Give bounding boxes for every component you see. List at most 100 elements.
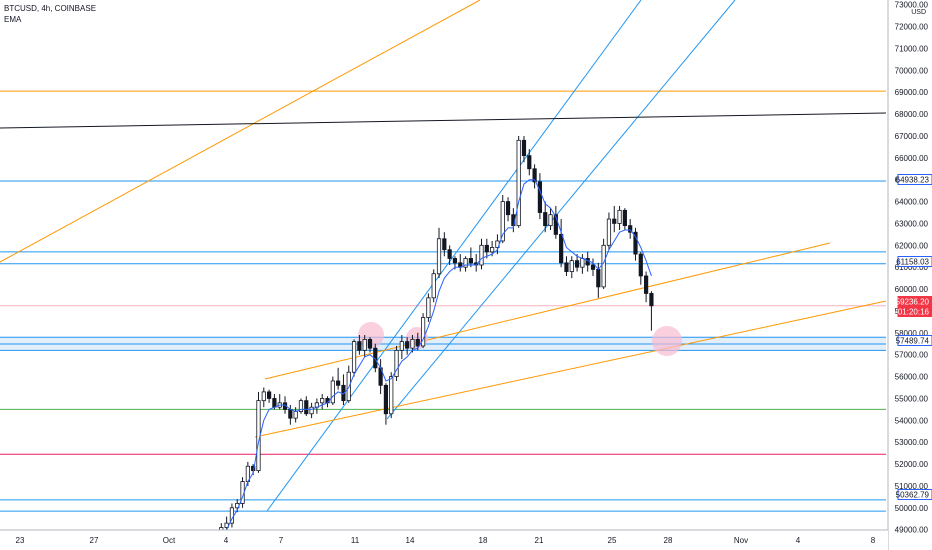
price-tag[interactable]: [897, 335, 932, 346]
candle-down[interactable]: [447, 249, 452, 259]
candle-up[interactable]: [394, 349, 399, 377]
ema-line[interactable]: [216, 179, 652, 550]
candle-down[interactable]: [596, 268, 601, 288]
candle-down[interactable]: [622, 209, 627, 227]
price-tag[interactable]: [897, 489, 932, 500]
y-tick-label: 67000.00: [895, 132, 929, 141]
candle-down[interactable]: [288, 408, 293, 419]
candle-up[interactable]: [500, 201, 505, 242]
price-tag-label: 64938.23: [896, 176, 930, 185]
candle-up[interactable]: [320, 398, 325, 404]
y-tick-label: 60000.00: [895, 285, 929, 294]
candle-down[interactable]: [521, 139, 527, 157]
x-tick-label: 7: [279, 536, 284, 545]
candle-down[interactable]: [367, 338, 373, 349]
candle-up[interactable]: [516, 139, 521, 227]
highlight-circle: [652, 326, 682, 356]
y-tick-label: 56000.00: [895, 373, 929, 382]
candle-up[interactable]: [330, 380, 335, 404]
candle-down[interactable]: [442, 238, 447, 251]
candle-down[interactable]: [383, 384, 389, 415]
candle-down[interactable]: [590, 264, 596, 270]
x-tick-label: 23: [16, 536, 25, 545]
candle-up[interactable]: [479, 244, 484, 266]
candle-up[interactable]: [569, 260, 574, 272]
candle-down[interactable]: [649, 293, 654, 307]
price-tag[interactable]: [897, 306, 932, 317]
candle-up[interactable]: [298, 400, 304, 412]
candle-down[interactable]: [628, 225, 633, 233]
price-tag-label: 57489.74: [896, 337, 930, 346]
candle-down[interactable]: [527, 155, 532, 170]
y-tick-label: 62000.00: [895, 241, 929, 250]
candle-down[interactable]: [336, 380, 341, 386]
x-tick-label: 18: [479, 536, 488, 545]
candle-up[interactable]: [580, 258, 585, 268]
trend-line[interactable]: [386, 0, 736, 420]
candle-down[interactable]: [564, 262, 569, 272]
symbol-label[interactable]: BTCUSD, 4h, COINBASE: [4, 4, 97, 13]
candle-down[interactable]: [543, 212, 548, 227]
x-tick-label: 28: [664, 536, 673, 545]
trend-line[interactable]: [254, 300, 887, 438]
price-tag[interactable]: [897, 256, 932, 267]
candle-up[interactable]: [389, 376, 394, 415]
candle-down[interactable]: [266, 391, 272, 399]
candle-up[interactable]: [490, 247, 495, 253]
candle-down[interactable]: [415, 338, 420, 347]
candle-down[interactable]: [559, 233, 564, 264]
candle-down[interactable]: [532, 168, 537, 183]
candle-up[interactable]: [463, 258, 468, 268]
trend-line[interactable]: [0, 0, 481, 263]
price-tag[interactable]: [897, 174, 932, 185]
price-axis[interactable]: [888, 0, 932, 550]
x-tick-label: 27: [90, 536, 99, 545]
candle-down[interactable]: [574, 260, 580, 268]
price-tag-label: 50362.79: [896, 491, 930, 500]
x-tick-label: 14: [406, 536, 415, 545]
trend-line[interactable]: [0, 112, 887, 129]
y-tick-label: 66000.00: [895, 154, 929, 163]
candle-up[interactable]: [399, 341, 404, 351]
candle-up[interactable]: [420, 317, 426, 347]
y-tick-label: 68000.00: [895, 110, 929, 119]
candle-up[interactable]: [606, 218, 612, 246]
candle-up[interactable]: [261, 391, 266, 402]
y-tick-label: 53000.00: [895, 438, 929, 447]
candle-down[interactable]: [505, 201, 511, 216]
candle-down[interactable]: [304, 400, 309, 415]
currency-label[interactable]: USD: [911, 9, 926, 16]
indicator-label[interactable]: EMA: [4, 15, 22, 24]
candle-down[interactable]: [633, 231, 638, 255]
time-axis[interactable]: [0, 530, 888, 550]
x-tick-label: 25: [608, 536, 617, 545]
y-tick-label: 58000.00: [895, 329, 929, 338]
candle-down[interactable]: [537, 181, 543, 213]
candle-up[interactable]: [548, 214, 553, 227]
candle-down[interactable]: [644, 275, 649, 294]
candle-up[interactable]: [309, 406, 314, 415]
candle-down[interactable]: [272, 398, 277, 408]
candle-down[interactable]: [357, 341, 362, 351]
candle-up[interactable]: [293, 411, 298, 419]
trend-line[interactable]: [264, 242, 831, 380]
candle-down[interactable]: [638, 253, 643, 277]
candle-up[interactable]: [436, 238, 442, 275]
candle-up[interactable]: [431, 273, 436, 299]
candle-up[interactable]: [410, 338, 415, 349]
candle-down[interactable]: [612, 218, 617, 224]
trend-line[interactable]: [266, 0, 642, 512]
candle-up[interactable]: [617, 209, 622, 224]
candle-down[interactable]: [405, 341, 410, 349]
candle-up[interactable]: [601, 244, 606, 288]
candle-down[interactable]: [468, 258, 473, 264]
candle-up[interactable]: [426, 297, 431, 318]
candle-down[interactable]: [484, 244, 489, 253]
candle-up[interactable]: [362, 338, 367, 351]
candle-down[interactable]: [553, 214, 558, 235]
candle-down[interactable]: [585, 258, 590, 266]
candle-up[interactable]: [351, 341, 357, 373]
y-tick-label: 61000.00: [895, 263, 929, 272]
candle-down[interactable]: [452, 258, 458, 264]
